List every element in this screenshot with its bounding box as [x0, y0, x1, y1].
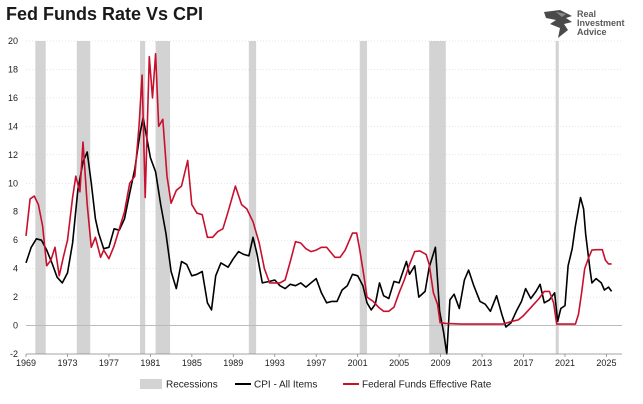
x-tick-label: 1981: [140, 358, 160, 368]
y-tick-label: 16: [8, 93, 18, 103]
recession-bands: [35, 41, 559, 354]
x-tick-label: 1969: [16, 358, 36, 368]
recession-band: [35, 41, 46, 354]
x-tick-label: 2017: [514, 358, 534, 368]
y-tick-label: 6: [13, 235, 18, 245]
legend-swatch-recession: [140, 379, 162, 389]
fed-funds-series-line: [25, 53, 612, 325]
x-tick-label: 1993: [265, 358, 285, 368]
recession-band: [76, 41, 91, 354]
y-tick-label: 2: [13, 292, 18, 302]
y-tick-label: 4: [13, 264, 18, 274]
grid-lines: [26, 40, 622, 355]
chart-title: Fed Funds Rate Vs CPI: [6, 4, 204, 24]
x-tick-label: 2025: [596, 358, 616, 368]
y-tick-label: 10: [8, 178, 18, 188]
recession-band: [140, 41, 146, 354]
x-tick-label: 1989: [223, 358, 243, 368]
y-tick-label: -2: [10, 349, 18, 359]
recession-band: [429, 41, 446, 354]
logo-line-3: Advice: [577, 27, 607, 37]
y-tick-label: 20: [8, 36, 18, 46]
logo-line-2: Investment: [577, 18, 625, 28]
x-tick-label: 2001: [348, 358, 368, 368]
y-tick-label: 8: [13, 207, 18, 217]
axis-labels: -2 0 2 4 6 8 10 12 14 16 18 20 1969 1973 1977 1981 1985 1…: [8, 36, 622, 368]
y-tick-label: 0: [13, 321, 18, 331]
x-tick-label: 1977: [99, 358, 119, 368]
cpi-series-line: [25, 117, 613, 355]
y-tick-label: 18: [8, 64, 18, 74]
legend-label-recession: Recessions: [166, 380, 218, 391]
eagle-logo-icon: [544, 10, 572, 38]
x-tick-label: 1985: [182, 358, 202, 368]
y-tick-label: 12: [8, 150, 18, 160]
x-tick-label: 1973: [57, 358, 77, 368]
chart-legend: Recessions CPI - All Items Federal Funds E…: [140, 379, 492, 391]
series-lines: [25, 53, 613, 355]
x-tick-label: 2009: [431, 358, 451, 368]
recession-band: [359, 41, 368, 354]
brand-logo-text: Real Investment Advice: [577, 10, 637, 37]
recession-band: [248, 41, 257, 354]
logo-line-1: Real: [577, 9, 597, 19]
x-tick-label: 1997: [306, 358, 326, 368]
x-tick-label: 2013: [472, 358, 492, 368]
legend-label-cpi: CPI - All Items: [254, 380, 317, 391]
legend-label-fed: Federal Funds Effective Rate: [362, 380, 492, 391]
y-tick-label: 14: [8, 121, 18, 131]
x-tick-label: 2021: [555, 358, 575, 368]
recession-band: [555, 41, 559, 354]
x-tick-label: 2005: [389, 358, 409, 368]
